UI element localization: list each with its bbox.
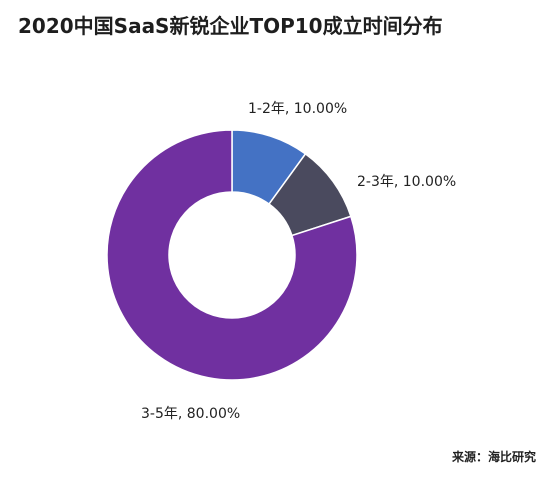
source-note: 来源：海比研究 [451,450,536,464]
data-label-1: 1-2年, 10.00% [248,101,347,117]
chart-title: 2020中国SaaS新锐企业TOP10成立时间分布 [18,14,443,38]
data-label-3: 3-5年, 80.00% [141,406,240,422]
donut-slice-3 [106,129,358,381]
data-label-2: 2-3年, 10.00% [357,174,456,190]
